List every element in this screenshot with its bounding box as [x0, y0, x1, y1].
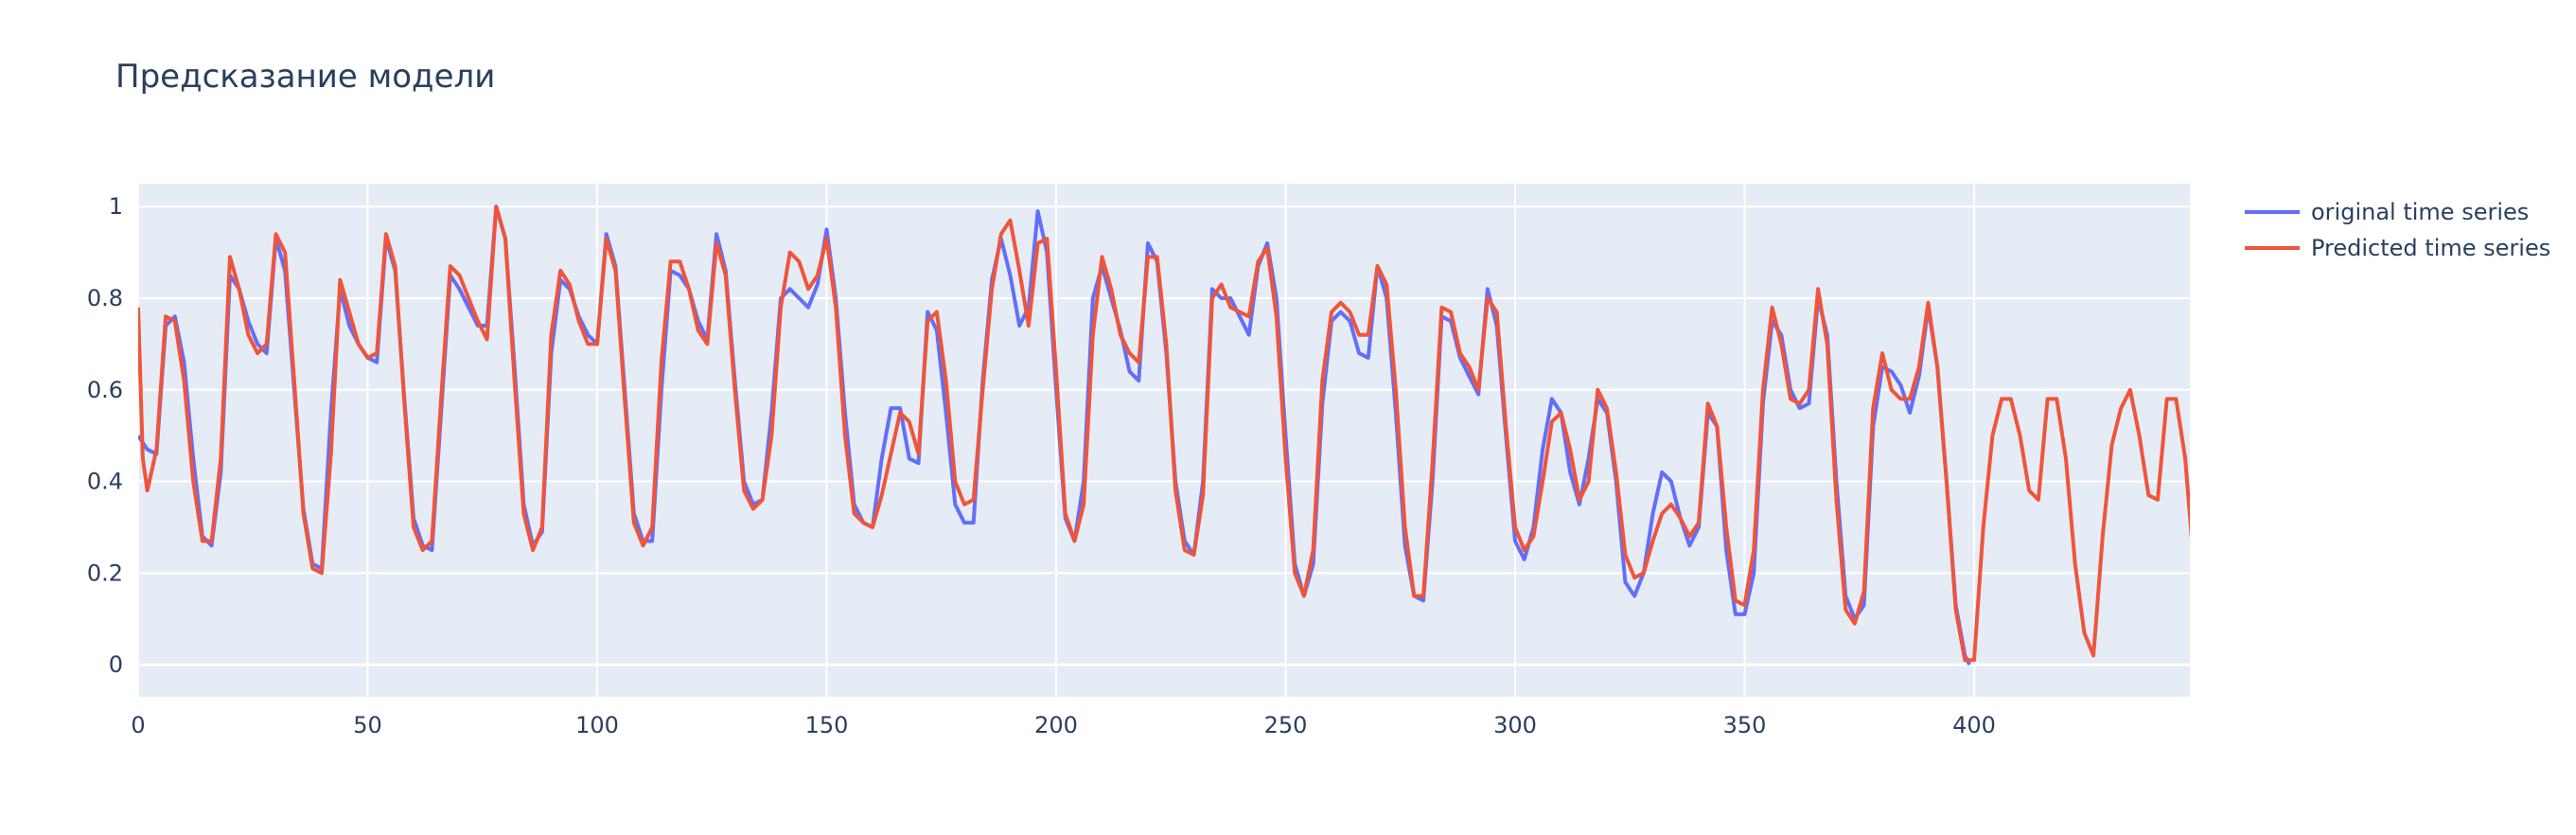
- x-tick-label: 300: [1493, 712, 1537, 738]
- x-axis: 0 50 100 150 200 250 300 350 400: [131, 712, 1996, 738]
- y-tick-label: 0.8: [87, 285, 123, 311]
- series-layer: [138, 204, 2190, 666]
- x-tick-label: 200: [1034, 712, 1078, 738]
- legend-item-0[interactable]: original time series: [2245, 199, 2529, 225]
- x-tick-label: 150: [805, 712, 849, 738]
- legend[interactable]: original time series Predicted time serie…: [2245, 199, 2550, 261]
- x-tick-label: 250: [1264, 712, 1308, 738]
- x-tick-label: 50: [353, 712, 382, 738]
- legend-item-1[interactable]: Predicted time series: [2245, 235, 2550, 261]
- x-tick-label: 0: [131, 712, 145, 738]
- legend-label: Predicted time series: [2311, 235, 2550, 261]
- chart-title: Предсказание модели: [115, 58, 495, 96]
- y-axis: 0 0.2 0.4 0.6 0.8 1: [87, 193, 123, 678]
- y-tick-label: 0.4: [87, 469, 123, 495]
- plot-area: [138, 184, 2190, 697]
- x-tick-label: 400: [1952, 712, 1996, 738]
- x-tick-label: 100: [575, 712, 619, 738]
- legend-label: original time series: [2311, 199, 2529, 225]
- series-line-1: [138, 204, 2190, 663]
- y-tick-label: 1: [109, 193, 123, 220]
- y-tick-label: 0.2: [87, 560, 123, 586]
- grid-lines: [137, 184, 2190, 697]
- y-tick-label: 0: [109, 651, 123, 678]
- x-tick-label: 350: [1723, 712, 1767, 738]
- y-tick-label: 0.6: [87, 377, 123, 403]
